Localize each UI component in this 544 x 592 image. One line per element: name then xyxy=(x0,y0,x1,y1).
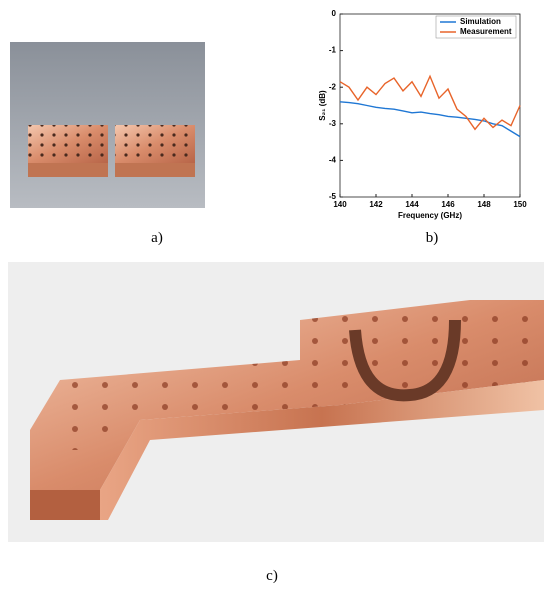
x-tick-label: 148 xyxy=(477,200,491,209)
y-tick-label: 0 xyxy=(332,9,337,18)
photo-a xyxy=(10,42,205,208)
y-axis-label: S₂₁ (dB) xyxy=(318,90,327,121)
legend-label: Measurement xyxy=(460,27,512,36)
panel-label: c) xyxy=(266,568,278,584)
x-tick-label: 142 xyxy=(369,200,383,209)
photo-c xyxy=(8,262,544,542)
y-tick-label: -1 xyxy=(329,46,337,55)
figure: 0-1-2-3-4-5140142144146148150Frequency (… xyxy=(0,0,544,592)
legend-label: Simulation xyxy=(460,17,501,26)
y-tick-label: -4 xyxy=(329,156,337,165)
x-tick-label: 146 xyxy=(441,200,455,209)
y-tick-label: -2 xyxy=(329,82,337,91)
x-axis-label: Frequency (GHz) xyxy=(398,211,462,220)
x-tick-label: 150 xyxy=(513,200,527,209)
panel-label: b) xyxy=(426,230,439,246)
x-tick-label: 140 xyxy=(333,200,347,209)
page: {"panel_labels": ["a)", "b)", "c)"], "ch… xyxy=(0,0,544,592)
x-tick-label: 144 xyxy=(405,200,419,209)
panel-label: a) xyxy=(151,230,163,246)
y-tick-label: -3 xyxy=(329,119,337,128)
